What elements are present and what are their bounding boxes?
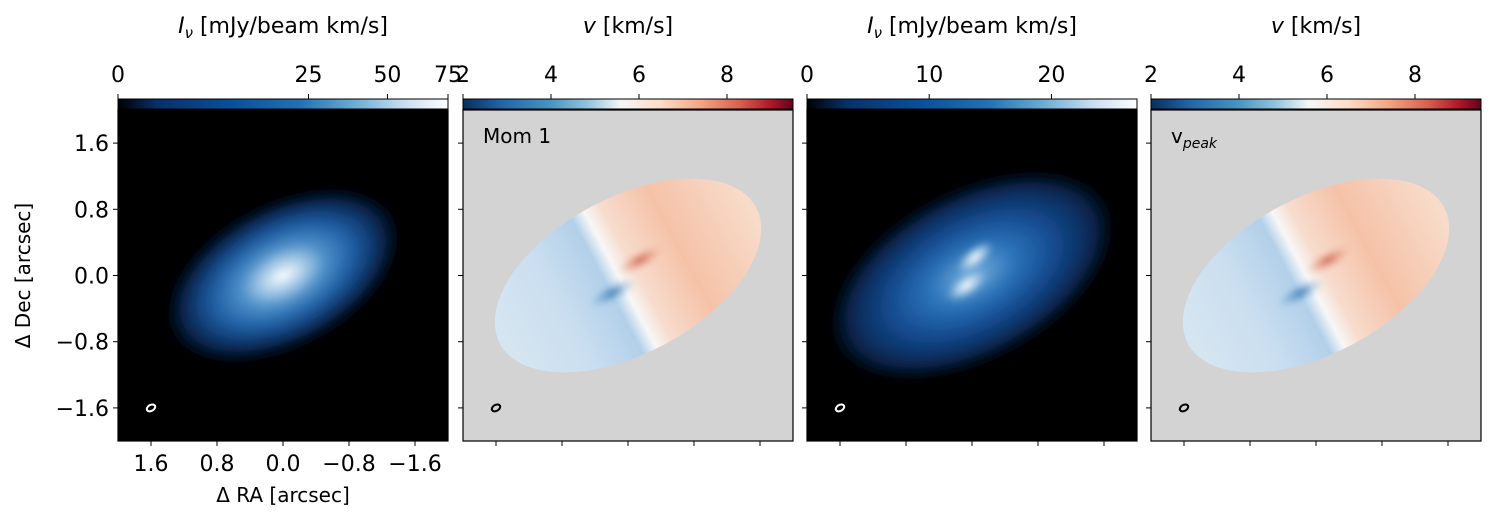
x-tick-label: −1.6 [388, 452, 441, 477]
colorbar-tick-label: 6 [1320, 63, 1334, 88]
colorbar-unit: [km/s] [596, 14, 673, 39]
panel-3: Iν [mJy/beam km/s] 0 10 20 Peak Iν [800, 14, 1138, 446]
panel-label-subscript: ν [887, 136, 895, 152]
panel-label-3: Peak Iν [827, 124, 895, 152]
map-image [167, 190, 399, 361]
colorbar-tick-label: 0 [800, 63, 814, 88]
colorbar [462, 98, 794, 110]
velocity-field [1182, 178, 1450, 373]
panel-label-1: Mom 0 [138, 124, 206, 148]
colorbar-tick-label: 2 [1144, 63, 1158, 88]
x-tick-label: −0.8 [322, 452, 375, 477]
colorbar-tick-label: 75 [434, 63, 462, 88]
x-tick-label: 0.0 [266, 452, 301, 477]
panel-label-symbol: I [875, 124, 887, 148]
colorbar-unit: [km/s] [1284, 14, 1361, 39]
velocity-red-lobe [616, 245, 664, 275]
colorbar-tick-label: 0 [111, 63, 125, 88]
colorbar-symbol: I [178, 14, 185, 39]
panel-label-text: v [1171, 124, 1183, 148]
colorbar-subscript: ν [874, 24, 882, 42]
colorbar-symbol: I [867, 14, 874, 39]
colorbar-symbol: v [583, 14, 597, 39]
panel-label-text: Mom 1 [483, 124, 551, 148]
colorbar-label-2: v [km/s] [583, 14, 673, 39]
panel-2: v [km/s] 2 4 6 8 Mom 1 [456, 14, 794, 446]
colorbar-label-4: v [km/s] [1271, 14, 1361, 39]
y-tick-label: 0.8 [74, 198, 109, 223]
map-image [494, 178, 762, 373]
colorbar-tick-label: 10 [915, 63, 943, 88]
colorbar-unit: [mJy/beam km/s] [882, 14, 1077, 39]
colorbar-tick-label: 8 [1408, 63, 1422, 88]
y-tick-label: −1.6 [56, 397, 109, 422]
beam-ellipse [1178, 403, 1190, 413]
beam-ellipse [145, 403, 157, 413]
map-image [1182, 178, 1450, 373]
x-tick-label: 1.6 [134, 452, 169, 477]
colorbar [806, 98, 1138, 110]
map-image [834, 174, 1110, 377]
velocity-blue-lobe [588, 278, 636, 308]
colorbar-tick-label: 25 [295, 63, 323, 88]
colorbar-tick-label: 4 [544, 63, 558, 88]
colorbar-label-1: Iν [mJy/beam km/s] [178, 14, 388, 42]
panel-label-2: Mom 1 [483, 124, 551, 148]
x-axis-label: Δ RA [arcsec] [216, 483, 350, 507]
emission-core [945, 267, 989, 303]
beam-ellipse [490, 403, 502, 413]
colorbar [1150, 98, 1482, 110]
velocity-red-lobe [1304, 245, 1352, 275]
colorbar-tick-label: 4 [1232, 63, 1246, 88]
colorbar-subscript: ν [185, 24, 193, 42]
colorbar-tick-label: 20 [1037, 63, 1065, 88]
x-tick-label: 0.8 [200, 452, 235, 477]
y-tick-label: 1.6 [74, 132, 109, 157]
beam-ellipse [834, 403, 846, 413]
colorbar-symbol: v [1271, 14, 1285, 39]
colorbar-label-3: Iν [mJy/beam km/s] [867, 14, 1077, 42]
colorbar-tick-label: 6 [632, 63, 646, 88]
velocity-blue-lobe [1276, 278, 1324, 308]
y-tick-label: 0.0 [74, 265, 109, 290]
colorbar-unit: [mJy/beam km/s] [193, 14, 388, 39]
emission-core [955, 239, 995, 275]
colorbar-tick-label: 2 [456, 63, 470, 88]
colorbar-tick-label: 8 [720, 63, 734, 88]
panel-label-text: Peak [827, 124, 875, 148]
velocity-field [494, 178, 762, 373]
panel-label-4: vpeak [1171, 124, 1218, 152]
panel-label-text: Mom 0 [138, 124, 206, 148]
colorbar-tick-label: 50 [373, 63, 401, 88]
emission-core [244, 249, 322, 302]
y-axis-label: Δ Dec [arcsec] [11, 203, 35, 348]
colorbar [117, 98, 449, 110]
panel-label-subscript: peak [1182, 136, 1218, 152]
y-tick-label: −0.8 [56, 331, 109, 356]
